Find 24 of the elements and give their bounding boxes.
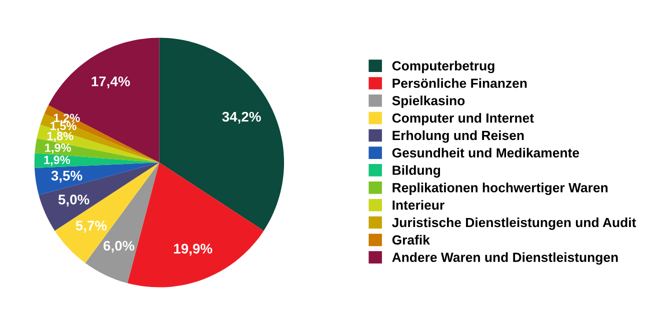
- data-label: 6,0%: [104, 240, 134, 253]
- data-label: 34,2%: [222, 112, 261, 124]
- legend-label: Interieur: [392, 200, 444, 210]
- legend-label: Spielkasino: [392, 96, 465, 108]
- data-label: 5,7%: [76, 220, 107, 233]
- pie-slice: [159, 38, 284, 231]
- legend-label: Computerbetrug: [392, 60, 494, 74]
- data-label: 17,4%: [92, 76, 130, 88]
- legend-label: Andere Waren und Dienstleistungen: [392, 252, 618, 265]
- data-label: 3,5%: [51, 170, 82, 183]
- data-label: 1,9%: [44, 156, 70, 166]
- legend-label: Replikationen hochwertiger Waren: [392, 182, 608, 196]
- data-label: 19,9%: [174, 244, 212, 256]
- legend-label: Erholung und Reisen: [392, 130, 524, 143]
- legend-label: Bildung: [392, 165, 440, 178]
- legend-label: Grafik: [392, 234, 430, 245]
- data-label: 1,8%: [47, 132, 74, 142]
- data-label: 1,5%: [50, 122, 76, 132]
- data-label: 5,0%: [58, 194, 90, 206]
- data-label: 1,9%: [45, 144, 71, 154]
- legend-label: Computer und Internet: [392, 113, 534, 126]
- legend-label: Persönliche Finanzen: [392, 78, 527, 88]
- legend-label: Gesundheit und Medikamente: [392, 148, 580, 158]
- legend-label: Juristische Dienstleistungen und Audit: [392, 217, 636, 230]
